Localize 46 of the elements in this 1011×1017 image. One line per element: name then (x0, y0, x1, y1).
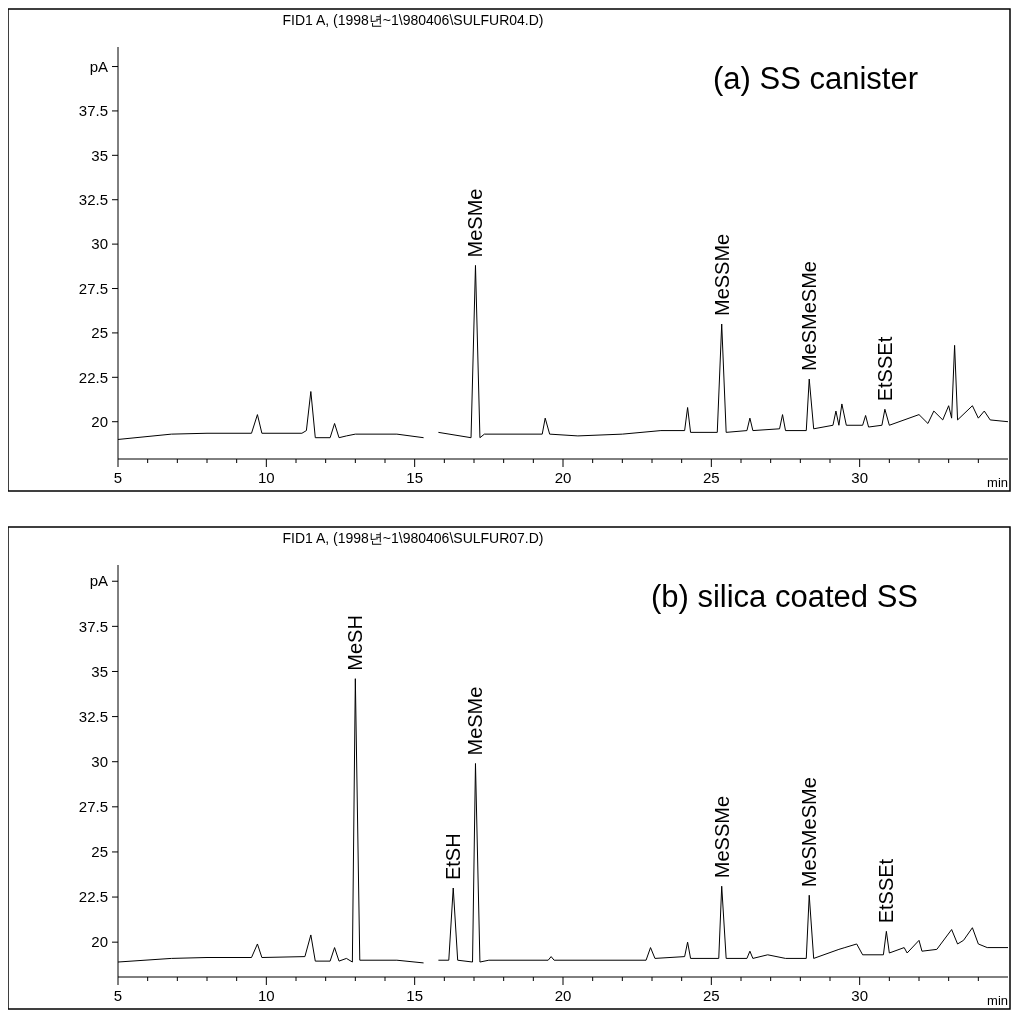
y-tick-label: 35 (91, 146, 108, 164)
y-tick-label: 30 (91, 235, 108, 253)
x-axis-title: min (987, 993, 1008, 1008)
y-tick-label: 30 (91, 752, 108, 770)
x-tick-label: 5 (113, 469, 123, 486)
y-tick-label: 32.5 (78, 190, 108, 208)
y-tick-label: 37.5 (78, 617, 108, 635)
x-axis-title: min (987, 475, 1008, 490)
y-tick-label: pA (89, 572, 108, 590)
annotation: MeSMe (464, 188, 487, 258)
y-tick-label: 27.5 (78, 798, 108, 816)
annotation: MeSMeSMe (798, 777, 821, 888)
annotation: MeSMeSMe (798, 261, 821, 372)
text: (b) silica coated SS (650, 579, 918, 614)
chart-title: FID1 A, (1998년~1\980406\SULFUR04.D) (282, 12, 544, 28)
annotation: EtSSEt (873, 336, 896, 402)
x-tick-label: 20 (554, 987, 572, 1004)
annotation: MeSMe (464, 686, 487, 756)
x-tick-label: 25 (702, 469, 720, 486)
annotation: MeSH (344, 615, 367, 671)
chart-title: FID1 A, (1998년~1\980406\SULFUR07.D) (282, 530, 544, 546)
x-tick-label: 10 (257, 469, 275, 486)
y-tick-label: 20 (91, 933, 108, 951)
text: (a) SS canister (712, 61, 918, 96)
annotation: EtSH (442, 833, 465, 881)
y-tick-label: 22.5 (78, 888, 108, 906)
y-tick-label: pA (89, 57, 108, 75)
x-tick-label: 30 (851, 987, 869, 1004)
annotation: EtSSEt (875, 858, 898, 924)
x-tick-label: 20 (554, 469, 572, 486)
y-tick-label: 25 (91, 324, 108, 342)
annotation: MeSSMe (710, 795, 733, 879)
x-tick-label: 5 (113, 987, 123, 1004)
x-tick-label: 10 (257, 987, 275, 1004)
y-tick-label: 27.5 (78, 279, 108, 297)
y-tick-label: 37.5 (78, 102, 108, 120)
annotation: MeSSMe (710, 233, 733, 317)
x-tick-label: 15 (406, 469, 424, 486)
x-tick-label: 30 (851, 469, 869, 486)
y-tick-label: 22.5 (78, 368, 108, 386)
y-tick-label: 32.5 (78, 707, 108, 725)
y-tick-label: 20 (91, 412, 108, 430)
y-tick-label: 25 (91, 843, 108, 861)
x-tick-label: 15 (406, 987, 424, 1004)
x-tick-label: 25 (702, 987, 720, 1004)
y-tick-label: 35 (91, 662, 108, 680)
